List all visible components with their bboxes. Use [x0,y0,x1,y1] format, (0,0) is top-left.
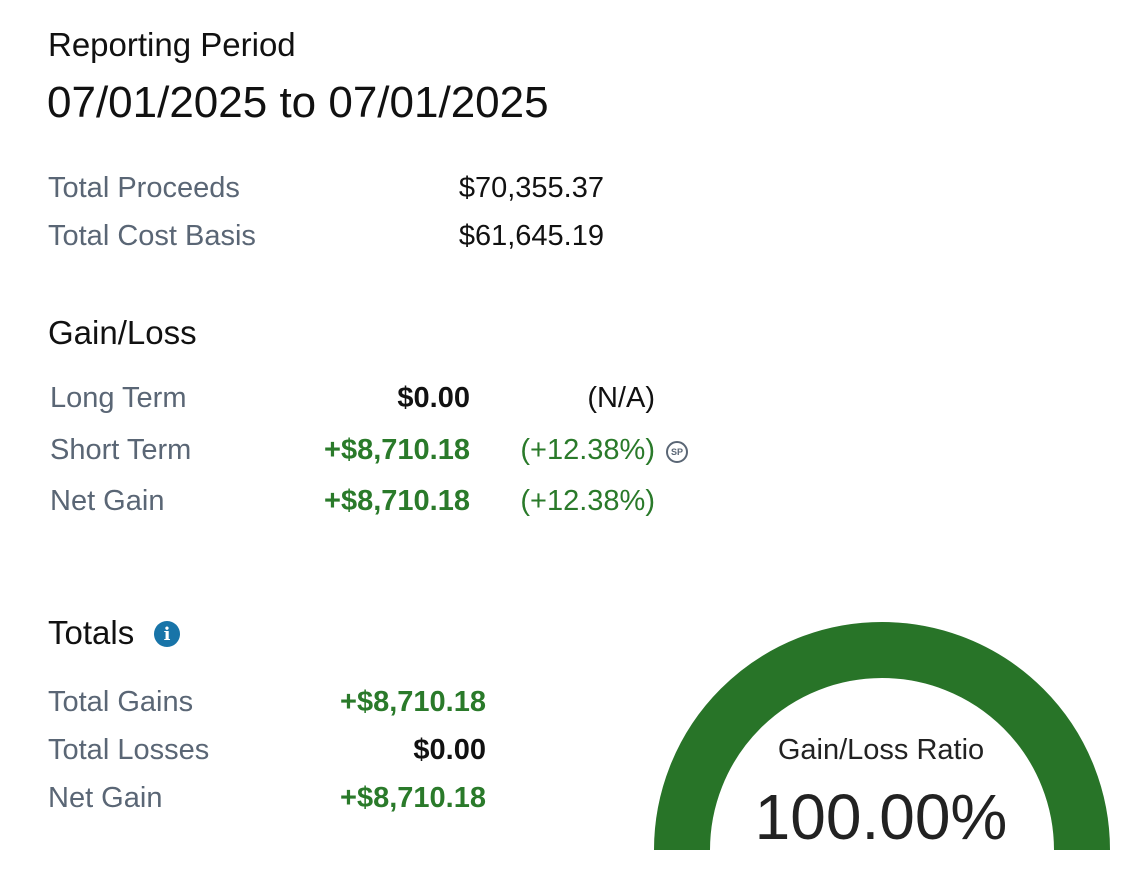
total-proceeds-value: $70,355.37 [458,172,604,204]
long-term-percent: (N/A) [587,382,655,414]
long-term-value: $0.00 [397,382,470,414]
total-gains-label: Total Gains [48,686,194,718]
gain-loss-heading: Gain/Loss [48,314,197,351]
gain-loss-ratio-gauge [654,622,1110,851]
reporting-period-range: 07/01/2025 to 07/01/2025 [47,78,549,127]
net-gain-label: Net Gain [50,485,165,517]
gauge-label: Gain/Loss Ratio [777,734,985,766]
total-losses-value: $0.00 [413,734,486,766]
short-term-label: Short Term [50,434,192,466]
net-gain-percent: (+12.38%) [520,485,655,517]
sp-badge-icon[interactable]: SP [666,441,688,463]
short-term-value: +$8,710.18 [324,434,470,466]
info-icon[interactable]: i [154,621,180,647]
totals-net-gain-label: Net Gain [48,782,163,814]
long-term-label: Long Term [50,382,187,414]
totals-heading: Totals [48,614,135,651]
gauge-fill [654,622,1110,851]
total-cost-basis-value: $61,645.19 [458,220,604,252]
total-cost-basis-label: Total Cost Basis [48,220,256,252]
reporting-period-heading: Reporting Period [48,26,296,63]
net-gain-value: +$8,710.18 [324,485,470,517]
total-gains-value: +$8,710.18 [340,686,486,718]
total-proceeds-label: Total Proceeds [48,172,240,204]
total-losses-label: Total Losses [48,734,210,766]
totals-net-gain-value: +$8,710.18 [340,782,486,814]
gauge-value: 100.00% [754,781,1008,853]
short-term-percent: (+12.38%) [520,434,655,466]
